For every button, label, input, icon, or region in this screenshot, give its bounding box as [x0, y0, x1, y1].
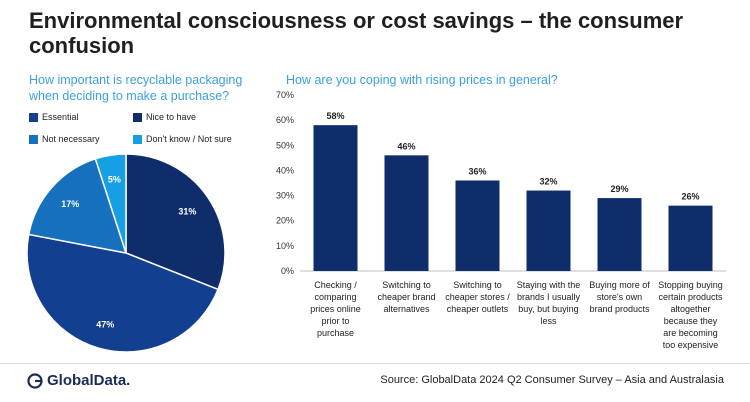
pie-slice — [94, 153, 127, 254]
bar-data-label: 36% — [468, 166, 486, 176]
legend-swatch — [29, 135, 38, 145]
bar — [526, 190, 571, 271]
bar-data-label: 58% — [326, 111, 344, 121]
bar — [455, 180, 500, 271]
legend-label: Nice to have — [146, 112, 197, 122]
legend-label: Essential — [42, 112, 79, 122]
x-tick-label: Switching to cheaper brand alternatives — [377, 280, 435, 314]
legend-label: Not necessary — [42, 134, 100, 144]
pie-chart-title: How important is recyclable packaging wh… — [29, 73, 243, 103]
legend-item-not-necessary: Not necessary — [29, 134, 100, 145]
bar-data-label: 46% — [397, 141, 415, 151]
bar-data-label: 32% — [539, 177, 557, 187]
y-tick-label: 60% — [276, 115, 294, 125]
page-title: Environmental consciousness or cost savi… — [29, 8, 684, 58]
legend-item-essential: Essential — [29, 112, 79, 123]
bar — [313, 125, 358, 272]
legend-item-dont-know: Don't know / Not sure — [133, 134, 232, 145]
y-tick-label: 70% — [276, 90, 294, 100]
pie-slice — [26, 233, 220, 353]
bar — [384, 155, 429, 271]
y-tick-label: 40% — [276, 165, 294, 175]
bar-data-label: 29% — [610, 184, 628, 194]
bar — [668, 205, 713, 271]
bar-data-label: 26% — [681, 192, 699, 202]
pie-slice-label: 5% — [108, 175, 121, 185]
pie-slice — [27, 157, 128, 254]
pie-slice — [125, 153, 226, 291]
x-tick-label: Stopping buying certain products altogethe… — [658, 280, 723, 350]
y-tick-label: 0% — [281, 266, 294, 276]
logo-text: GlobalData. — [47, 372, 131, 389]
source-note: Source: GlobalData 2024 Q2 Consumer Surv… — [380, 374, 724, 386]
legend-item-nice-to-have: Nice to have — [133, 112, 197, 123]
y-tick-label: 20% — [276, 216, 294, 226]
x-tick-label: Switching to cheaper stores / cheaper outl… — [445, 280, 510, 314]
y-tick-label: 30% — [276, 191, 294, 201]
pie-slice-label: 47% — [96, 319, 114, 329]
legend-swatch — [29, 113, 38, 123]
globaldata-logo-icon — [27, 372, 43, 389]
x-tick-label: Buying more of store's own brand products — [589, 280, 650, 314]
x-tick-label: Checking / comparing prices online prior to… — [310, 280, 361, 338]
y-tick-label: 50% — [276, 140, 294, 150]
x-tick-label: Staying with the brands I usually buy, but… — [517, 280, 581, 326]
legend-swatch — [133, 135, 142, 145]
pie-slice-label: 17% — [61, 199, 79, 209]
globaldata-logo: GlobalData. — [27, 372, 130, 389]
bar-chart-title: How are you coping with rising prices in… — [286, 73, 558, 87]
y-tick-label: 10% — [276, 241, 294, 251]
pie-slice-label: 31% — [178, 206, 196, 216]
legend-swatch — [133, 113, 142, 123]
footer-divider — [0, 363, 750, 364]
bar — [597, 198, 642, 271]
legend-label: Don't know / Not sure — [146, 134, 232, 144]
